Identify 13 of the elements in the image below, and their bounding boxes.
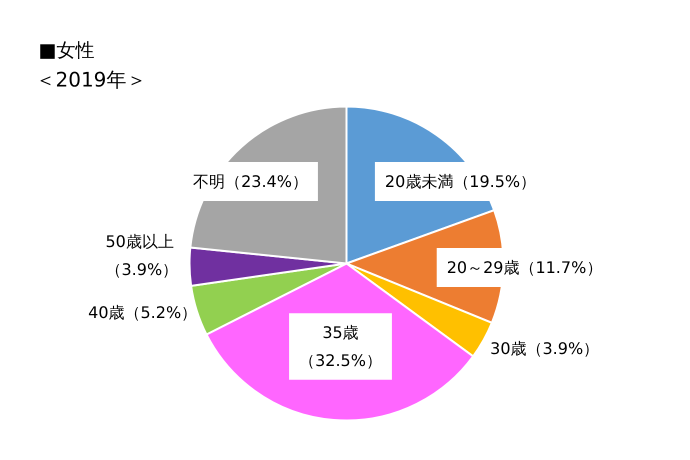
slice-label: 50歳以上 [106, 232, 174, 252]
data-label: （3.9%） [106, 260, 178, 279]
slice-label: 30歳 [490, 339, 526, 358]
data-label: （3.9%） [526, 339, 600, 358]
slice-label: 35歳 [322, 323, 359, 342]
chart-subtitle: ＜2019年＞ [36, 68, 146, 92]
slice-label: 不明（23.4%） [193, 172, 308, 191]
slice-label: 40歳 [88, 303, 124, 322]
data-label: （32.5%） [299, 350, 382, 370]
chart-title: ■女性 [38, 40, 94, 62]
slice-label: 20歳未満（19.5%） [384, 172, 536, 191]
slice-label: 20～29歳（11.7%） [446, 258, 602, 277]
data-label: （5.2%） [124, 303, 198, 322]
